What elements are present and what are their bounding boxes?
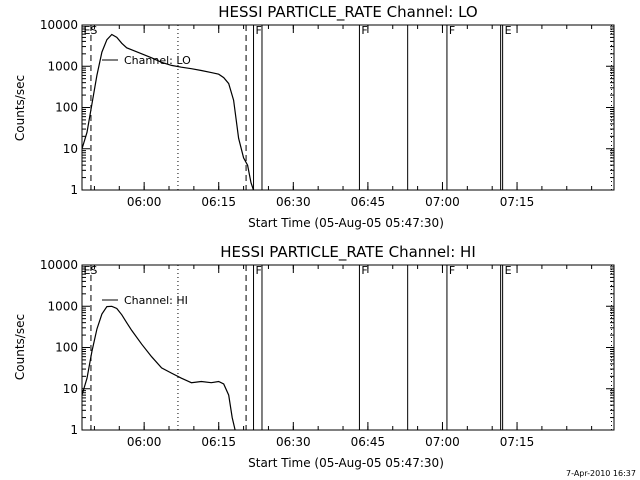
chart-title-lo: HESSI PARTICLE_RATE Channel: LO — [218, 3, 477, 22]
marker-label: F — [449, 24, 455, 37]
y-tick-label: 10 — [63, 142, 78, 156]
x-tick-label: 07:15 — [500, 435, 535, 449]
y-tick-label: 10000 — [40, 18, 78, 32]
marker-label: E — [505, 24, 512, 37]
x-tick-label: 06:15 — [201, 195, 236, 209]
y-tick-label: 100 — [55, 341, 78, 355]
series-line — [81, 33, 255, 191]
legend-label: Channel: HI — [124, 294, 188, 307]
marker-label: F — [256, 264, 262, 277]
marker-label: F — [361, 264, 367, 277]
x-tick-label: 06:30 — [276, 435, 311, 449]
marker-label: E — [505, 264, 512, 277]
chart-title-hi: HESSI PARTICLE_RATE Channel: HI — [220, 243, 476, 262]
footer-timestamp: 7-Apr-2010 16:37 — [566, 469, 636, 478]
x-axis-label-hi: Start Time (05-Aug-05 05:47:30) — [248, 456, 444, 470]
panel-hi: HESSI PARTICLE_RATE Channel: HI Counts/s… — [13, 243, 615, 470]
x-tick-label: 06:45 — [351, 435, 386, 449]
y-axis-label-hi: Counts/sec — [13, 314, 27, 380]
y-tick-label: 1000 — [47, 59, 78, 73]
y-tick-label: 10000 — [40, 258, 78, 272]
plot-frame — [81, 24, 615, 191]
y-axis-label-lo: Counts/sec — [13, 75, 27, 141]
panel-lo: HESSI PARTICLE_RATE Channel: LO Counts/s… — [13, 3, 615, 230]
x-axis-label-lo: Start Time (05-Aug-05 05:47:30) — [248, 216, 444, 230]
x-tick-label: 06:15 — [201, 435, 236, 449]
y-tick-label: 1 — [70, 423, 78, 437]
x-tick-label: 06:45 — [351, 195, 386, 209]
y-tick-label: 10 — [63, 382, 78, 396]
marker-label: F — [449, 264, 455, 277]
plot-area-hi: 1 10 100 1000 10000 06:00 06:15 06:30 06:45 07:00… — [40, 258, 615, 449]
y-tick-label: 1000 — [47, 299, 78, 313]
marker-label: F — [361, 24, 367, 37]
x-tick-label: 06:00 — [127, 195, 162, 209]
legend-label: Channel: LO — [124, 54, 191, 67]
plot-frame — [81, 264, 615, 431]
marker-label: F — [256, 24, 262, 37]
plot-area-lo: 1 10 100 1000 10000 06:00 06:15 06:30 06:45 07:00… — [40, 18, 615, 209]
x-tick-label: 07:00 — [425, 195, 460, 209]
series-line — [81, 305, 236, 431]
y-tick-label: 1 — [70, 183, 78, 197]
x-tick-label: 07:15 — [500, 195, 535, 209]
x-tick-label: 06:30 — [276, 195, 311, 209]
x-tick-label: 07:00 — [425, 435, 460, 449]
y-tick-label: 100 — [55, 101, 78, 115]
x-tick-label: 06:00 — [127, 435, 162, 449]
marker-label: ES — [83, 24, 97, 37]
marker-label: ES — [83, 264, 97, 277]
